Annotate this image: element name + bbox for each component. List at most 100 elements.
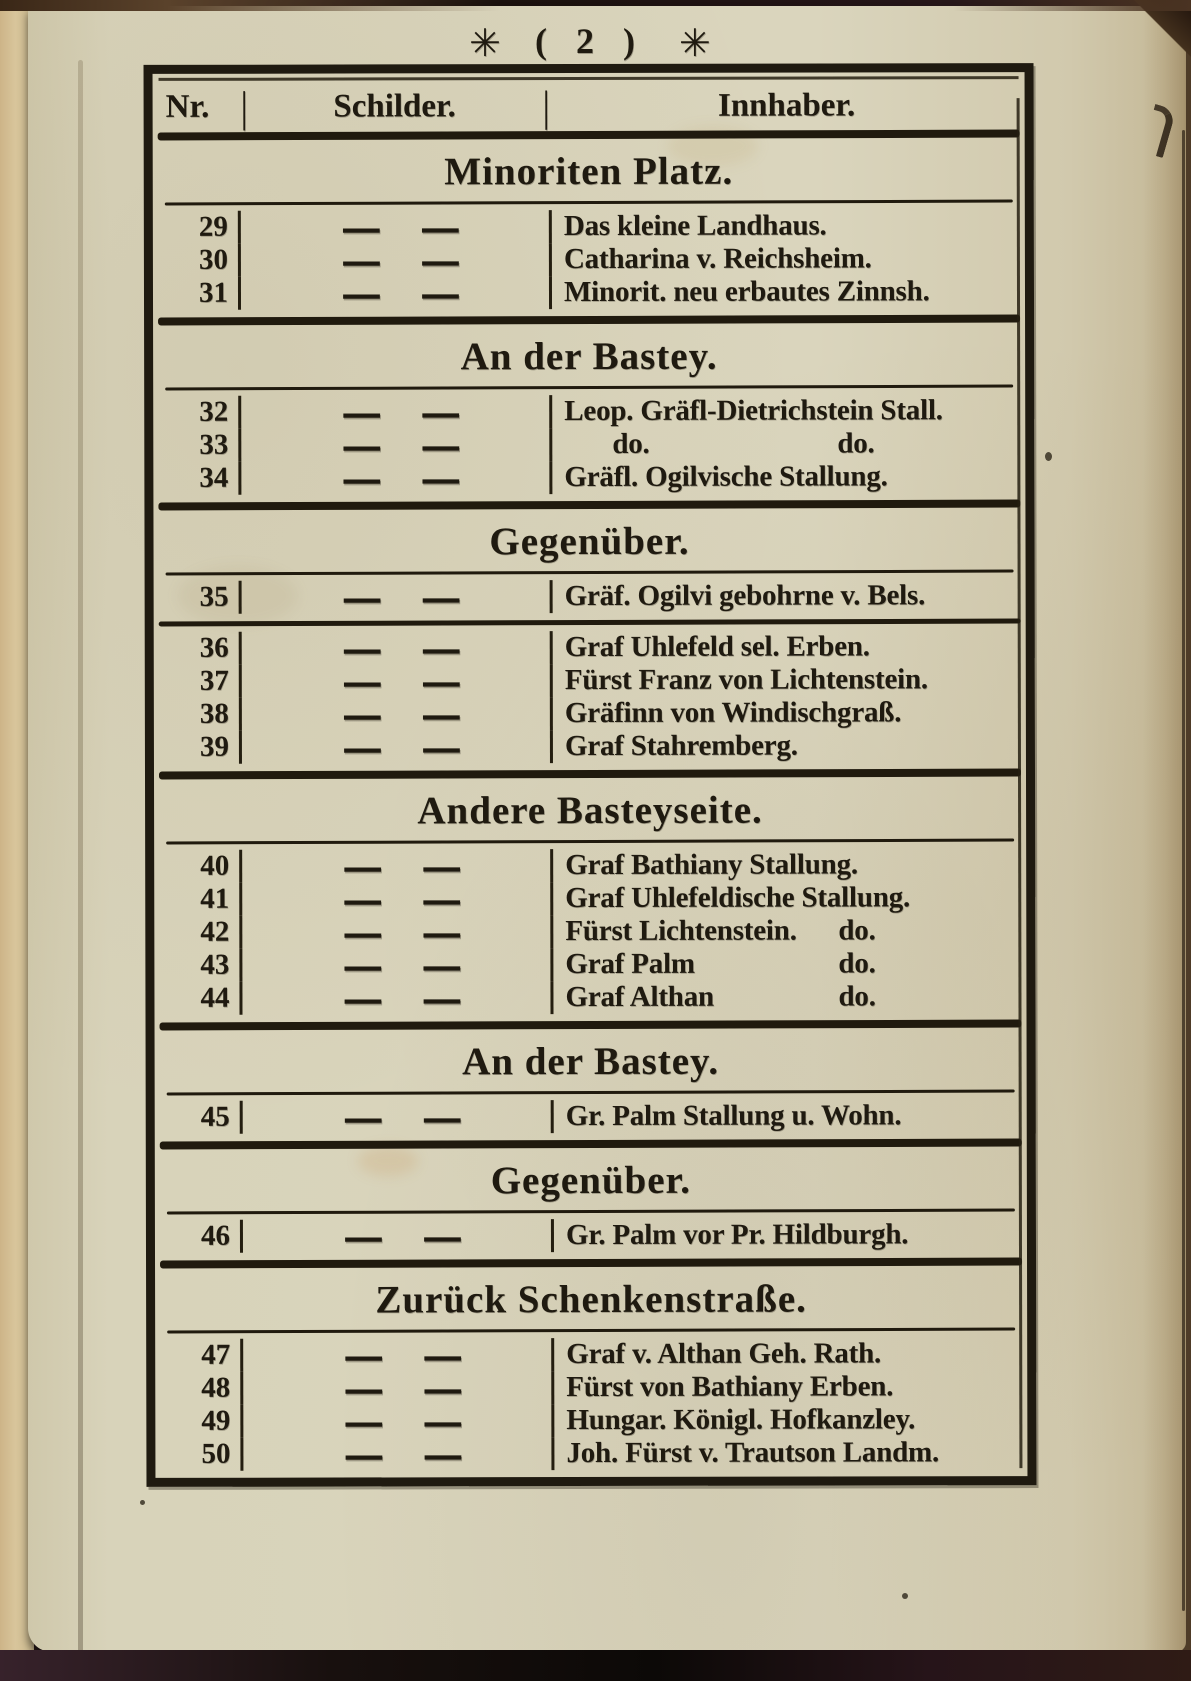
section-title: An der Bastey. [462, 1039, 720, 1084]
innhaber-cell: Fürst von Bathiany Erben. [551, 1370, 1028, 1405]
schilder-cell: — — [247, 192, 555, 259]
row-number: 35 [153, 580, 242, 614]
owner-ditto: do. [838, 914, 876, 947]
row-number: 30 [152, 243, 241, 277]
section-title: Gegenüber. [490, 1158, 692, 1203]
schilder-cell: — — [249, 1320, 557, 1387]
column-header-nr: Nr. [165, 88, 210, 125]
schilder-cell: — — [248, 679, 556, 746]
owner-name: do. [612, 427, 650, 460]
ink-speck [1045, 452, 1052, 461]
section-title: Andere Basteyseite. [417, 788, 763, 833]
owner-name: Graf Uhlefeld sel. Erben. [564, 630, 870, 664]
table-row: 47— — Graf v. Althan Geh. Rath. [155, 1320, 1028, 1388]
schilder-cell: — — [248, 646, 556, 713]
schilder-cell: — — [247, 443, 555, 510]
innhaber-cell: Joh. Fürst v. Trautson Landm. [551, 1436, 1028, 1471]
table-row: 44— — Graf Althan do. [154, 963, 1027, 1031]
table-row: 48— — Fürst von Bathiany Erben. [155, 1353, 1028, 1421]
innhaber-cell: Gr. Palm vor Pr. Hildburgh. [550, 1218, 1027, 1253]
owner-name: Hungar. Königl. Hofkanzley. [566, 1403, 916, 1437]
innhaber-cell: Fürst Lichtenstein. do. [550, 914, 1027, 949]
ink-speck [902, 1593, 908, 1599]
section-title: Minoriten Platz. [444, 149, 734, 194]
schilder-cell: — — [248, 897, 556, 964]
row-group: 47— — Graf v. Althan Geh. Rath. 48— — Fürst v… [155, 1320, 1028, 1487]
cover-top-edge [0, 0, 1191, 11]
row-group: 46— — Gr. Palm vor Pr. Hildburgh. [154, 1201, 1027, 1269]
innhaber-cell: Minorit. neu erbautes Zinnsh. [548, 275, 1026, 310]
innhaber-cell: Graf Palm do. [550, 947, 1027, 982]
row-group: 32— — Leop. Gräfl-Dietrichstein Stall. 33— —… [153, 377, 1026, 511]
owner-name: Gräfinn von Windischgraß. [564, 696, 902, 730]
schilder-cell: — — [248, 930, 556, 997]
section-title: Gegenüber. [489, 519, 690, 564]
owner-name: Graf Althan [565, 980, 714, 1014]
schilder-cell: — — [248, 562, 556, 629]
row-group: 36— — Graf Uhlefeld sel. Erben. 37— — Fürst F… [153, 613, 1026, 780]
table-row: 29— — Das kleine Landhaus. [152, 192, 1025, 260]
innhaber-cell: Graf v. Althan Geh. Rath. [551, 1337, 1028, 1372]
row-number: 41 [154, 882, 243, 916]
innhaber-cell: do. do. [549, 427, 1026, 462]
schilder-cell: — — [249, 1082, 557, 1149]
column-header-schilder: Schilder. [333, 87, 456, 125]
page-header-folio: ✳ ( 2 ) ✳ [150, 18, 1030, 65]
innhaber-cell: Fürst Franz von Lichtenstein. [549, 663, 1026, 698]
schilder-dash: — [345, 1419, 383, 1487]
row-number: 44 [154, 981, 243, 1015]
table-row: 38— — Gräfinn von Windischgraß. [153, 679, 1026, 747]
schilder-cell: — — [248, 864, 556, 931]
column-separator: | [542, 82, 550, 131]
table-row: 45— — Gr. Palm Stallung u. Wohn. [154, 1082, 1027, 1150]
owner-name: Gr. Palm Stallung u. Wohn. [565, 1099, 902, 1133]
table-row: 46— — Gr. Palm vor Pr. Hildburgh. [154, 1201, 1027, 1269]
flower-ornament-icon: ✳ [469, 21, 501, 65]
innhaber-cell: Hungar. Königl. Hofkanzley. [551, 1403, 1028, 1438]
owner-name: Graf Stahremberg. [564, 729, 798, 763]
page-edge-line [1182, 130, 1185, 1611]
schilder-cell: — — [249, 1201, 557, 1268]
innhaber-cell: Leop. Gräfl-Dietrichstein Stall. [549, 394, 1026, 429]
row-number: 39 [153, 730, 242, 764]
row-number: 40 [154, 849, 243, 883]
row-number: 42 [154, 915, 243, 949]
schilder-dash: — [424, 1419, 462, 1487]
row-number: 36 [153, 631, 242, 665]
row-number: 45 [154, 1100, 243, 1134]
table-row: 33— — do. do. [153, 410, 1026, 478]
owner-ditto: do. [838, 980, 876, 1013]
table-row: 49— — Hungar. Königl. Hofkanzley. [155, 1386, 1028, 1454]
row-group: 35— — Gräf. Ogilvi gebohrne v. Bels. [153, 562, 1026, 630]
row-number: 48 [155, 1371, 244, 1405]
row-number: 29 [152, 210, 241, 244]
owner-name: Das kleine Landhaus. [563, 209, 827, 243]
innhaber-cell: Gr. Palm Stallung u. Wohn. [550, 1099, 1027, 1134]
row-number: 37 [153, 664, 242, 698]
row-number: 49 [155, 1404, 244, 1438]
row-number: 34 [153, 461, 242, 495]
schilder-cell: — — [247, 410, 555, 477]
schilder-cell: — — [247, 258, 555, 325]
table-row: 43— — Graf Palm do. [154, 930, 1027, 998]
table-row: 34— — Gräfl. Ogilvische Stallung. [153, 443, 1026, 511]
table-row: 39— — Graf Stahremberg. [153, 712, 1026, 780]
book-cover-bottom [0, 1650, 1191, 1681]
innhaber-cell: Graf Stahremberg. [549, 729, 1026, 764]
owner-name: Gr. Palm vor Pr. Hildburgh. [565, 1218, 909, 1252]
table-row: 36— — Graf Uhlefeld sel. Erben. [153, 613, 1026, 681]
table-body: Minoriten Platz. 29— — Das kleine Landhaus.… [152, 129, 1028, 1487]
row-number: 46 [154, 1219, 243, 1253]
schilder-cell: — — [248, 712, 556, 779]
owner-name: Gräfl. Ogilvische Stallung. [564, 460, 888, 494]
owner-name: Graf v. Althan Geh. Rath. [566, 1337, 882, 1371]
table-row: 30— — Catharina v. Reichsheim. [152, 225, 1025, 293]
row-number: 50 [155, 1437, 244, 1471]
section-title: An der Bastey. [460, 334, 718, 379]
owner-name: Graf Palm [565, 947, 695, 981]
flower-ornament-icon: ✳ [678, 21, 711, 65]
schilder-cell: — — [247, 377, 555, 444]
page-crease-line [78, 60, 83, 1663]
row-number: 31 [152, 276, 242, 310]
